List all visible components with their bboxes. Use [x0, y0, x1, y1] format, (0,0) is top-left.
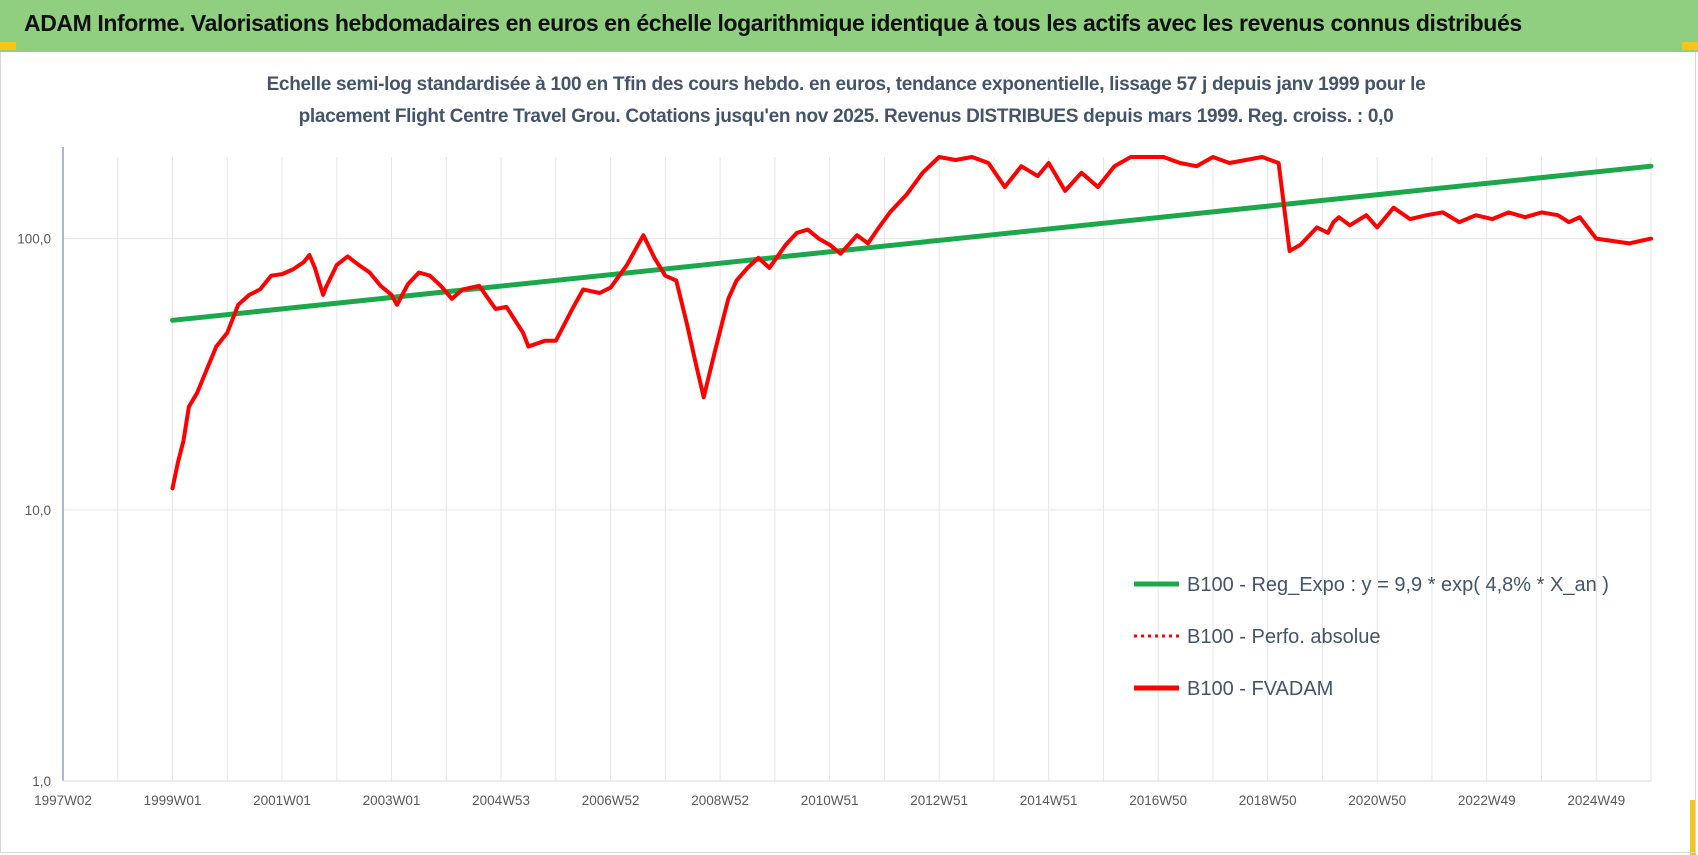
x-tick-label: 2003W01	[363, 793, 421, 808]
x-tick-label: 2010W51	[801, 793, 859, 808]
series-line-reg-expo	[170, 163, 1654, 323]
legend-label: B100 - Reg_Expo : y = 9,9 * exp( 4,8% * …	[1187, 574, 1609, 596]
x-tick-label: 2012W51	[910, 793, 968, 808]
x-tick-label: 2020W50	[1348, 793, 1406, 808]
report-title: ADAM Informe. Valorisations hebdomadaire…	[24, 10, 1522, 36]
series-line-fvadam	[170, 155, 1653, 491]
x-tick-label: 2006W52	[582, 793, 640, 808]
legend: B100 - Reg_Expo : y = 9,9 * exp( 4,8% * …	[1134, 574, 1609, 700]
x-tick-label: 2001W01	[253, 793, 311, 808]
header-bar: ADAM Informe. Valorisations hebdomadaire…	[0, 0, 1698, 52]
corner-marker-bottom-right	[1690, 800, 1696, 855]
series-layer	[170, 155, 1654, 491]
x-tick-label: 2014W51	[1020, 793, 1078, 808]
x-tick-label: 2004W53	[472, 793, 530, 808]
x-tick-label: 1999W01	[144, 793, 202, 808]
x-tick-label: 2024W49	[1567, 793, 1625, 808]
y-tick-label: 100,0	[17, 232, 51, 247]
legend-label: B100 - Perfo. absolue	[1187, 626, 1380, 648]
chart-svg: Echelle semi-log standardisée à 100 en T…	[17, 74, 1654, 808]
y-tick-label: 1,0	[32, 774, 51, 789]
x-tick-label: 1997W02	[34, 793, 92, 808]
legend-label: B100 - FVADAM	[1187, 678, 1333, 700]
y-tick-label: 10,0	[25, 503, 51, 518]
corner-marker-top-right	[1682, 42, 1698, 50]
chart-title-line-2: placement Flight Centre Travel Grou. Cot…	[299, 106, 1394, 127]
corner-marker-top-left	[0, 42, 16, 50]
x-tick-label: 2016W50	[1129, 793, 1187, 808]
axis-layer: 1,0 10,0 100,0 1997W02 1999W01 2001W01 2003W01…	[17, 147, 1651, 808]
chart-frame: Echelle semi-log standardisée à 100 en T…	[0, 52, 1696, 853]
x-tick-label: 2022W49	[1458, 793, 1516, 808]
x-tick-label: 2008W52	[691, 793, 749, 808]
chart-title-line-1: Echelle semi-log standardisée à 100 en T…	[267, 74, 1426, 95]
x-tick-label: 2018W50	[1239, 793, 1297, 808]
